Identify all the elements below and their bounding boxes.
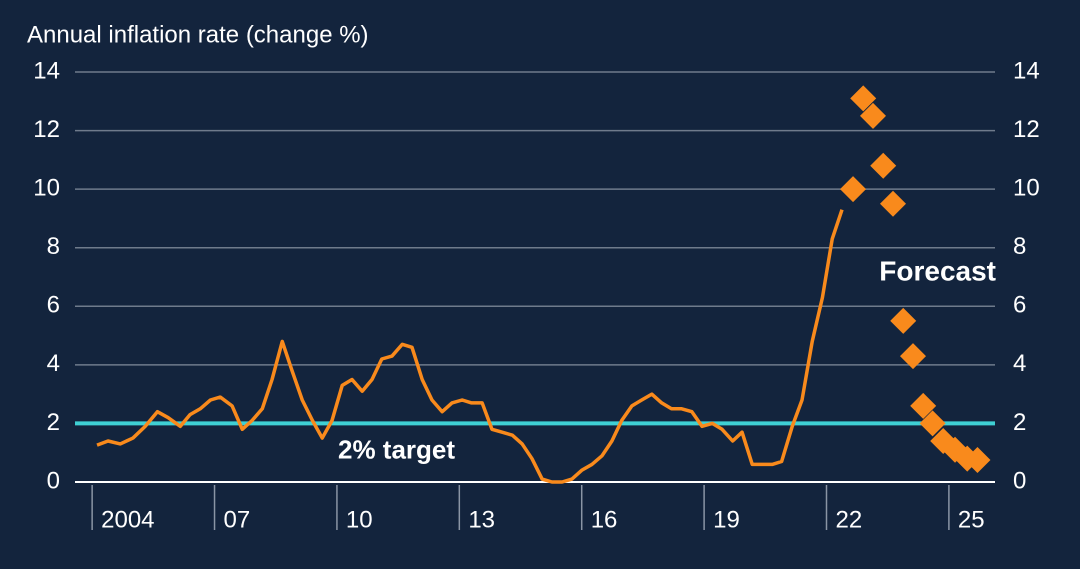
y2-tick-label: 4 <box>1013 350 1026 377</box>
forecast-marker <box>860 102 887 129</box>
forecast-marker <box>880 190 907 217</box>
y-tick-label: 8 <box>47 233 60 260</box>
y-tick-label: 0 <box>47 467 60 494</box>
y2-tick-label: 14 <box>1013 57 1040 84</box>
inflation-line <box>96 209 844 484</box>
y-tick-label: 14 <box>33 57 60 84</box>
x-tick-label: 25 <box>958 506 985 533</box>
y-tick-label: 10 <box>33 174 60 201</box>
x-tick-label: 19 <box>713 506 740 533</box>
y2-tick-label: 2 <box>1013 409 1026 436</box>
y2-tick-label: 0 <box>1013 467 1026 494</box>
x-tick-label: 10 <box>346 506 373 533</box>
forecast-marker <box>840 176 867 203</box>
x-tick-label: 22 <box>836 506 863 533</box>
x-tick-label: 13 <box>468 506 495 533</box>
x-tick-label: 2004 <box>101 506 154 533</box>
forecast-marker <box>899 343 926 370</box>
forecast-label: Forecast <box>879 255 996 286</box>
y-tick-label: 6 <box>47 292 60 319</box>
y2-tick-label: 6 <box>1013 292 1026 319</box>
forecast-marker <box>964 447 991 474</box>
forecast-marker <box>890 307 917 334</box>
y-tick-label: 4 <box>47 350 60 377</box>
y2-tick-label: 8 <box>1013 233 1026 260</box>
forecast-marker <box>919 410 946 437</box>
x-tick-label: 16 <box>591 506 618 533</box>
forecast-marker <box>870 152 897 179</box>
x-tick-label: 07 <box>224 506 251 533</box>
y-tick-label: 2 <box>47 409 60 436</box>
chart-title: Annual inflation rate (change %) <box>27 21 369 48</box>
forecast-marker <box>850 85 877 112</box>
target-label: 2% target <box>338 434 455 464</box>
y2-tick-label: 10 <box>1013 174 1040 201</box>
forecast-marker <box>910 392 937 419</box>
y-tick-label: 12 <box>33 116 60 143</box>
y2-tick-label: 12 <box>1013 116 1040 143</box>
